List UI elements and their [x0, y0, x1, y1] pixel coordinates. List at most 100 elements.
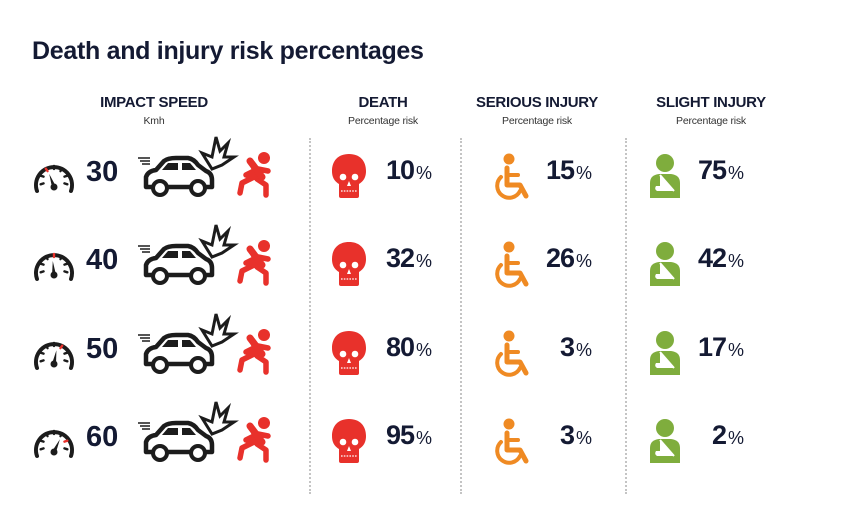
gauge-tick — [63, 262, 69, 266]
impact-burst-icon — [198, 224, 239, 259]
header-label: SLIGHT INJURY — [656, 94, 766, 111]
percent-sign: % — [727, 428, 744, 448]
gauge-tick — [39, 174, 45, 178]
percentage-value: 32 — [385, 243, 415, 273]
percent-sign: % — [415, 251, 432, 271]
falling-pedestrian-icon — [237, 329, 271, 375]
header-label: SERIOUS INJURY — [476, 94, 598, 111]
speedometer-icon — [34, 164, 74, 193]
gauge-tick — [44, 167, 49, 173]
arm-sling-icon — [650, 242, 680, 286]
skull-icon — [332, 419, 366, 463]
gauge-tick — [59, 344, 64, 350]
falling-pedestrian-icon — [237, 152, 271, 198]
wheelchair-icon — [495, 418, 529, 465]
percent-sign: % — [415, 428, 432, 448]
percentage-value: 3 — [559, 332, 575, 362]
table-row: 30 10% — [0, 136, 849, 221]
car-crash-icon — [138, 332, 215, 374]
arm-sling-icon — [650, 331, 680, 375]
chart-title: Death and injury risk percentages — [32, 37, 424, 65]
gauge-tick — [63, 447, 69, 451]
percentage-value: 2 — [711, 420, 727, 450]
gauge-tick — [63, 174, 69, 178]
wheelchair-icon — [495, 153, 529, 200]
skull-icon — [332, 154, 366, 198]
slight-injury-percentage: 17% — [686, 332, 744, 363]
speedometer-icon — [34, 341, 74, 370]
impact-burst-icon — [198, 136, 239, 171]
header-label: DEATH — [358, 94, 408, 111]
header-label: IMPACT SPEED — [100, 94, 208, 111]
impact-speed-value: 30 — [86, 156, 119, 188]
percent-sign: % — [415, 340, 432, 360]
percentage-value: 42 — [697, 243, 727, 273]
percent-sign: % — [575, 163, 592, 183]
gauge-tick — [39, 359, 45, 363]
header-death: DEATH Percentage risk — [318, 94, 448, 127]
gauge-tick — [44, 255, 49, 261]
column-divider — [309, 138, 311, 494]
skull-icon — [332, 331, 366, 375]
gauge-tick — [59, 255, 64, 261]
table-row: 60 95% — [0, 401, 849, 486]
header-slight-injury: SLIGHT INJURY Percentage risk — [636, 94, 786, 127]
percentage-value: 17 — [697, 332, 727, 362]
percentage-value: 75 — [697, 155, 727, 185]
gauge-tick — [59, 432, 64, 438]
serious-injury-percentage: 3% — [530, 332, 592, 363]
header-sublabel: Percentage risk — [676, 115, 746, 127]
impact-speed-value: 50 — [86, 333, 119, 365]
gauge-tick — [63, 359, 69, 363]
impact-burst-icon — [198, 313, 239, 348]
wheelchair-icon — [495, 241, 529, 288]
gauge-tick — [39, 270, 45, 274]
gauge-tick — [39, 182, 45, 186]
slight-injury-percentage: 75% — [686, 155, 744, 186]
percent-sign: % — [727, 340, 744, 360]
table-row: 50 80% — [0, 313, 849, 398]
header-sublabel: Kmh — [143, 115, 165, 127]
slight-injury-percentage: 2% — [686, 420, 744, 451]
speedometer-icon — [34, 252, 74, 281]
impact-burst-icon — [198, 401, 239, 436]
percentage-value: 10 — [385, 155, 415, 185]
slight-injury-percentage: 42% — [686, 243, 744, 274]
car-crash-icon — [138, 155, 215, 197]
header-sublabel: Percentage risk — [348, 115, 418, 127]
gauge-tick — [63, 351, 69, 355]
serious-injury-percentage: 15% — [530, 155, 592, 186]
falling-pedestrian-icon — [237, 417, 271, 463]
serious-injury-percentage: 26% — [530, 243, 592, 274]
skull-icon — [332, 242, 366, 286]
percent-sign: % — [415, 163, 432, 183]
wheelchair-icon — [495, 330, 529, 377]
gauge-tick — [39, 447, 45, 451]
gauge-tick — [63, 182, 69, 186]
column-divider — [460, 138, 462, 494]
gauge-tick — [63, 439, 69, 443]
arm-sling-icon — [650, 154, 680, 198]
gauge-tick — [39, 351, 45, 355]
car-crash-icon — [138, 243, 215, 285]
gauge-tick — [44, 344, 49, 350]
falling-pedestrian-icon — [237, 240, 271, 286]
gauge-tick — [59, 167, 64, 173]
header-sublabel: Percentage risk — [502, 115, 572, 127]
gauge-tick — [44, 432, 49, 438]
car-crash-icon — [138, 420, 215, 462]
speedometer-icon — [34, 429, 74, 458]
percent-sign: % — [727, 163, 744, 183]
death-percentage: 95% — [374, 420, 432, 451]
column-divider — [625, 138, 627, 494]
impact-speed-value: 40 — [86, 244, 119, 276]
header-impact-speed: IMPACT SPEED Kmh — [84, 94, 224, 127]
gauge-tick — [39, 439, 45, 443]
percent-sign: % — [575, 428, 592, 448]
death-percentage: 10% — [374, 155, 432, 186]
percent-sign: % — [575, 340, 592, 360]
percent-sign: % — [575, 251, 592, 271]
impact-speed-value: 60 — [86, 421, 119, 453]
serious-injury-percentage: 3% — [530, 420, 592, 451]
gauge-tick — [63, 270, 69, 274]
